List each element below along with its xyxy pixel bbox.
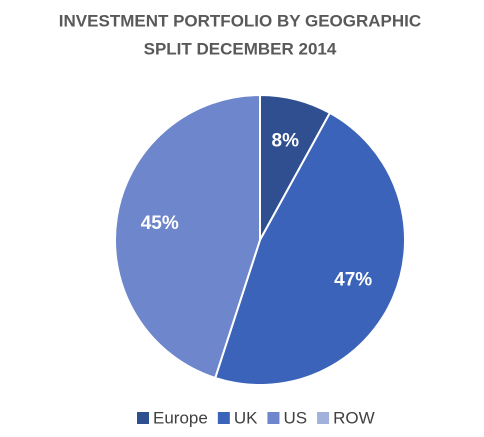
legend-swatch — [137, 412, 149, 424]
pie-slice — [114, 93, 261, 380]
legend-label: UK — [234, 408, 258, 427]
legend-swatch — [267, 412, 280, 424]
legend-label: US — [283, 408, 307, 427]
legend-label: Europe — [153, 408, 208, 427]
legend-swatch — [317, 412, 330, 424]
chart-title: SPLIT DECEMBER 2014 — [144, 39, 337, 58]
pie-slice — [213, 111, 406, 386]
legend-label: ROW — [333, 408, 375, 427]
data-label: 45% — [141, 213, 179, 234]
chart-title: INVESTMENT PORTFOLIO BY GEOGRAPHIC — [59, 11, 421, 30]
data-label: 8% — [272, 131, 300, 152]
data-label: 47% — [334, 269, 372, 290]
legend-swatch — [217, 412, 230, 424]
